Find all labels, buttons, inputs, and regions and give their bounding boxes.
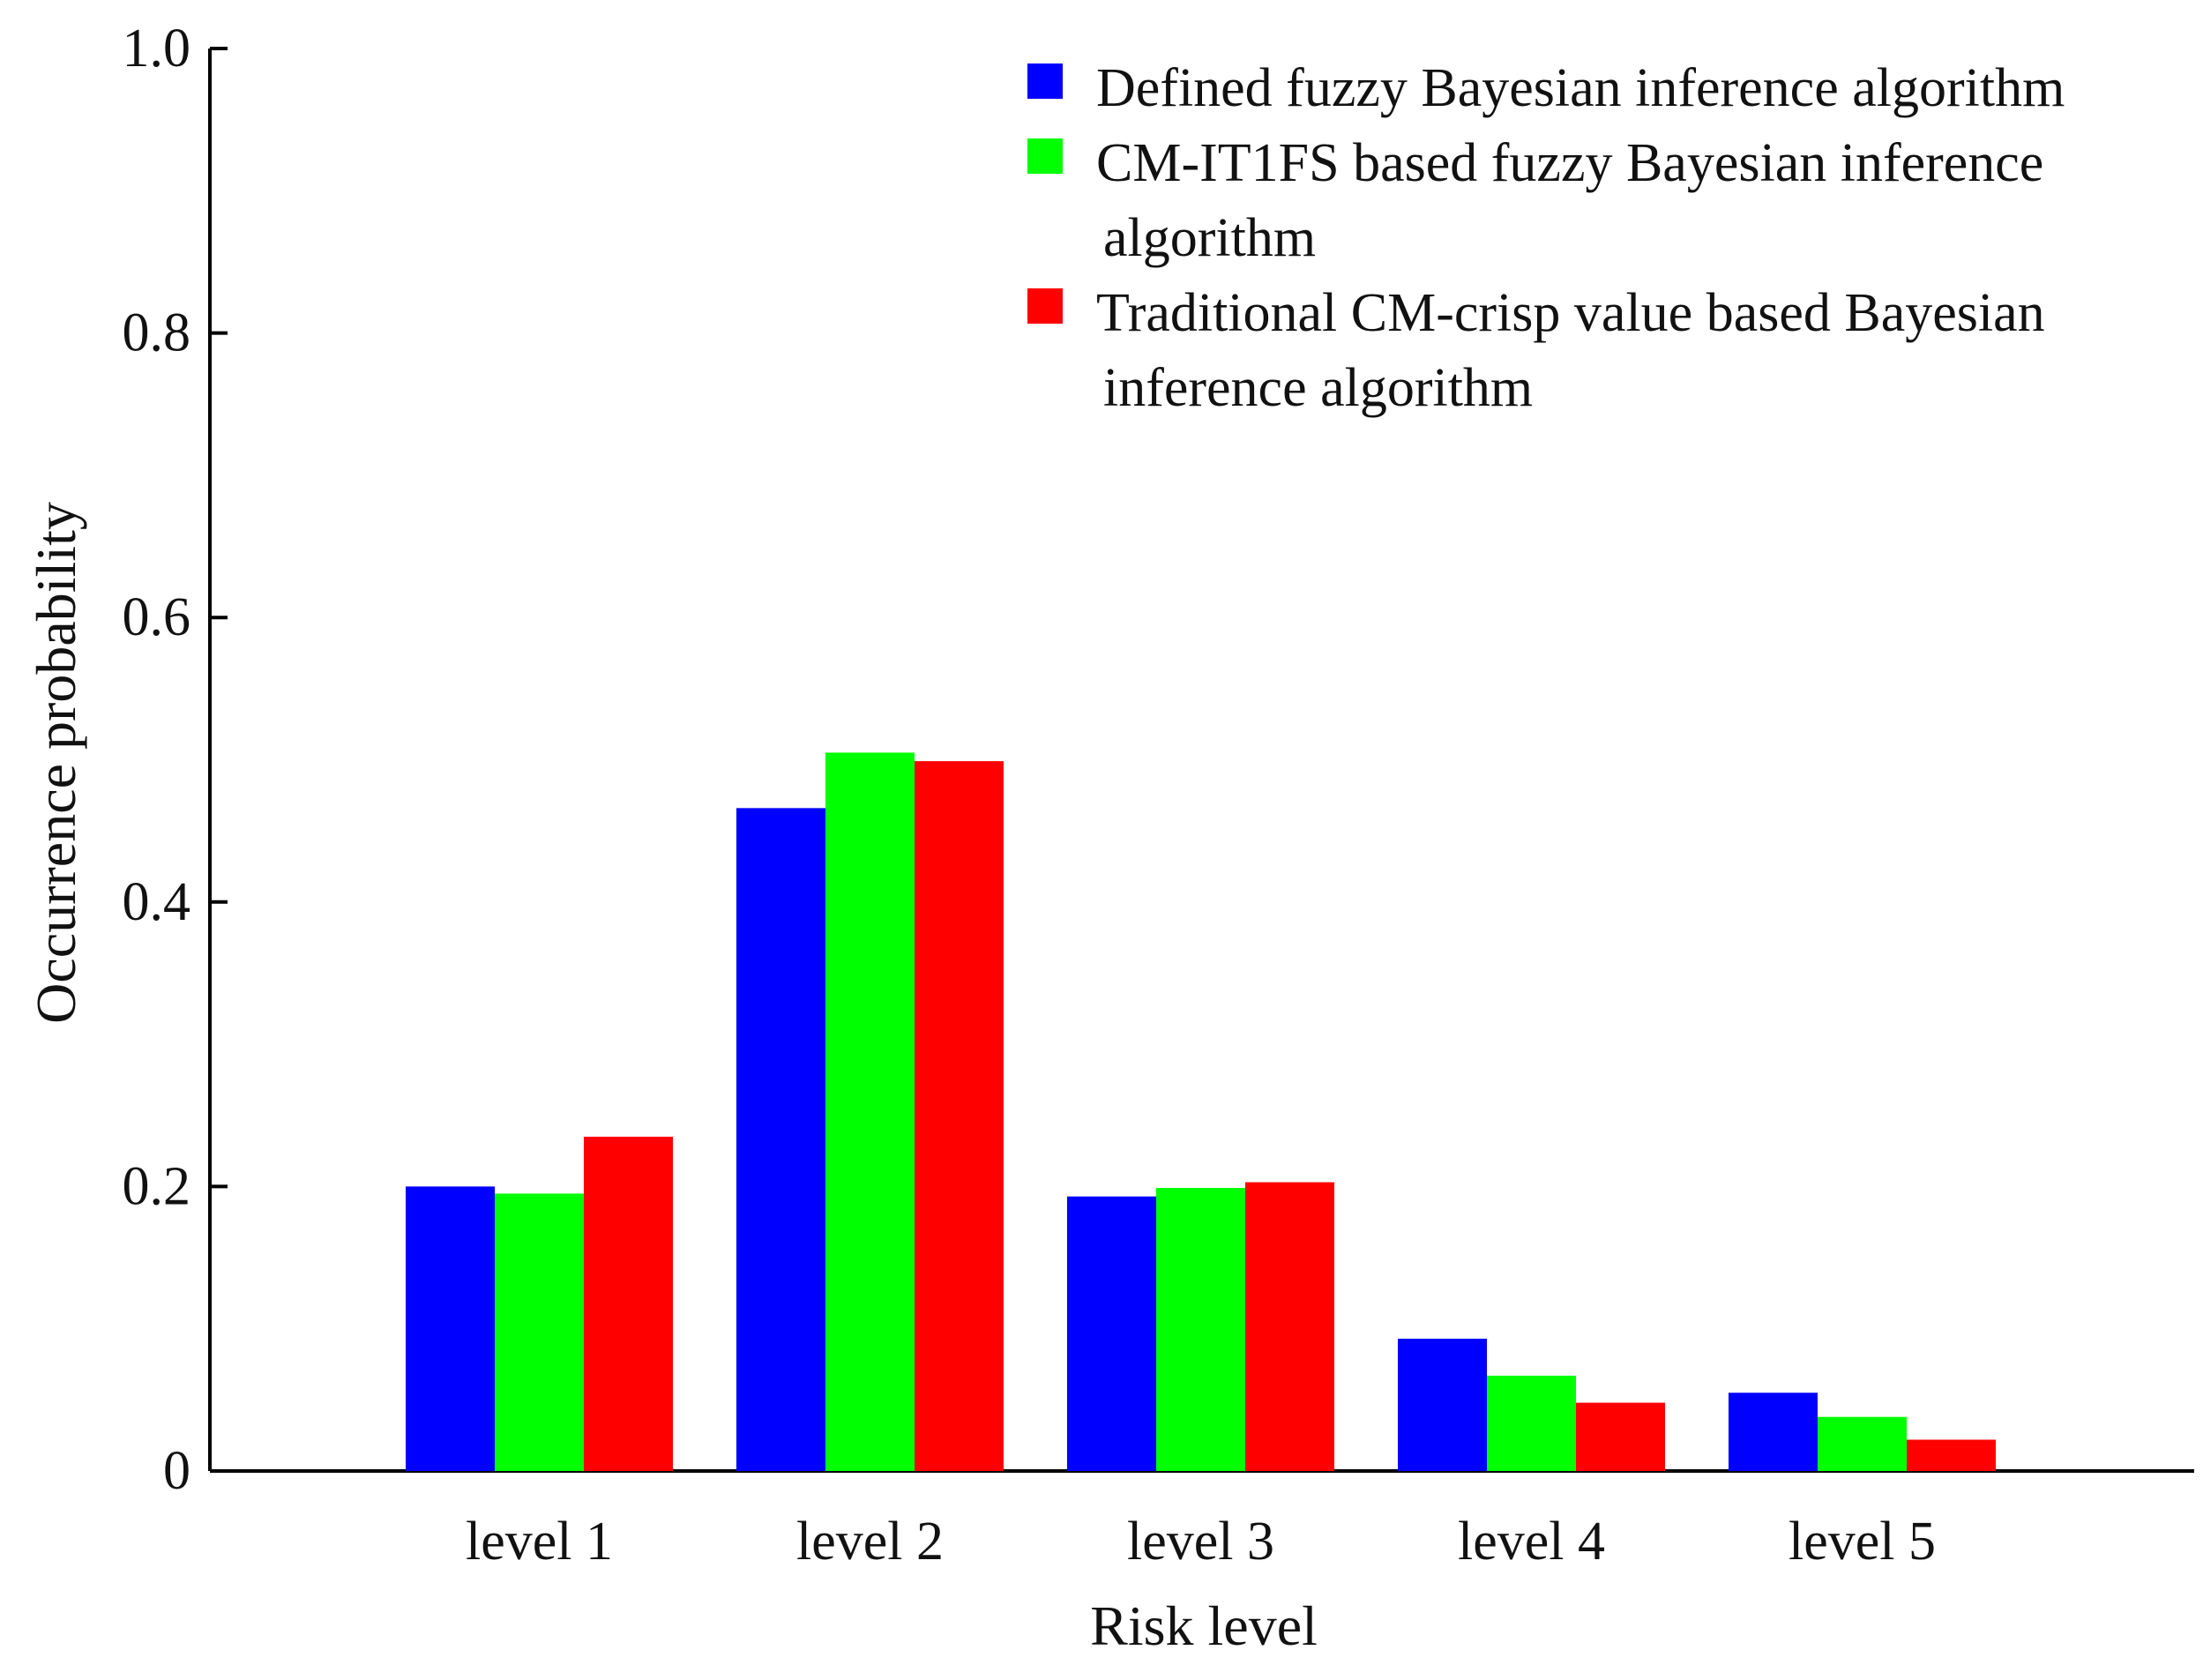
legend-label: inference algorithm [1103,358,1533,418]
bar-level-5-series-2 [1818,1416,1907,1471]
bars [406,752,1996,1471]
bar-level-4-series-1 [1398,1338,1487,1471]
y-tick-label: 1.0 [123,19,191,78]
legend-label: Traditional CM-crisp value based Bayesia… [1096,283,2045,343]
legend-swatch-1 [1027,63,1063,99]
legend-label: Defined fuzzy Bayesian inference algorit… [1096,58,2065,118]
x-tick-label: level 3 [1127,1512,1274,1572]
y-tick-label: 0 [163,1441,190,1501]
bar-level-5-series-3 [1907,1439,1996,1471]
legend: Defined fuzzy Bayesian inference algorit… [1027,58,2065,418]
bar-level-3-series-1 [1067,1196,1156,1471]
x-tick-label: level 2 [796,1512,944,1572]
bar-level-4-series-3 [1576,1402,1665,1471]
bar-level-3-series-3 [1245,1182,1334,1471]
legend-swatch-2 [1027,138,1063,174]
legend-swatch-3 [1027,288,1063,324]
legend-label: CM-IT1FS based fuzzy Bayesian inference [1096,133,2043,193]
bar-level-1-series-2 [495,1193,584,1471]
y-axis-label: Occurrence probability [25,502,87,1024]
legend-label: algorithm [1103,208,1316,268]
x-tick-label: level 1 [466,1512,613,1572]
x-tick-label: level 4 [1458,1512,1605,1572]
bar-level-3-series-2 [1156,1188,1245,1471]
bar-level-2-series-3 [915,761,1004,1471]
y-tick-label: 0.4 [123,872,191,932]
x-tick-labels: level 1 level 2 level 3 level 4 level 5 [466,1512,1936,1572]
bar-level-1-series-1 [406,1186,495,1471]
y-tick-label: 0.2 [123,1156,191,1216]
y-tick-labels: 0 0.2 0.4 0.6 0.8 1.0 [123,19,191,1501]
x-axis-label: Risk level [1090,1594,1318,1657]
y-tick-label: 0.8 [123,303,191,363]
bar-level-4-series-2 [1487,1375,1576,1471]
bar-level-5-series-1 [1729,1393,1818,1471]
y-tick-label: 0.6 [123,587,191,647]
bar-level-2-series-2 [825,752,915,1471]
bar-level-1-series-3 [584,1136,673,1471]
x-tick-label: level 5 [1789,1512,1936,1572]
bar-level-2-series-1 [736,808,825,1471]
